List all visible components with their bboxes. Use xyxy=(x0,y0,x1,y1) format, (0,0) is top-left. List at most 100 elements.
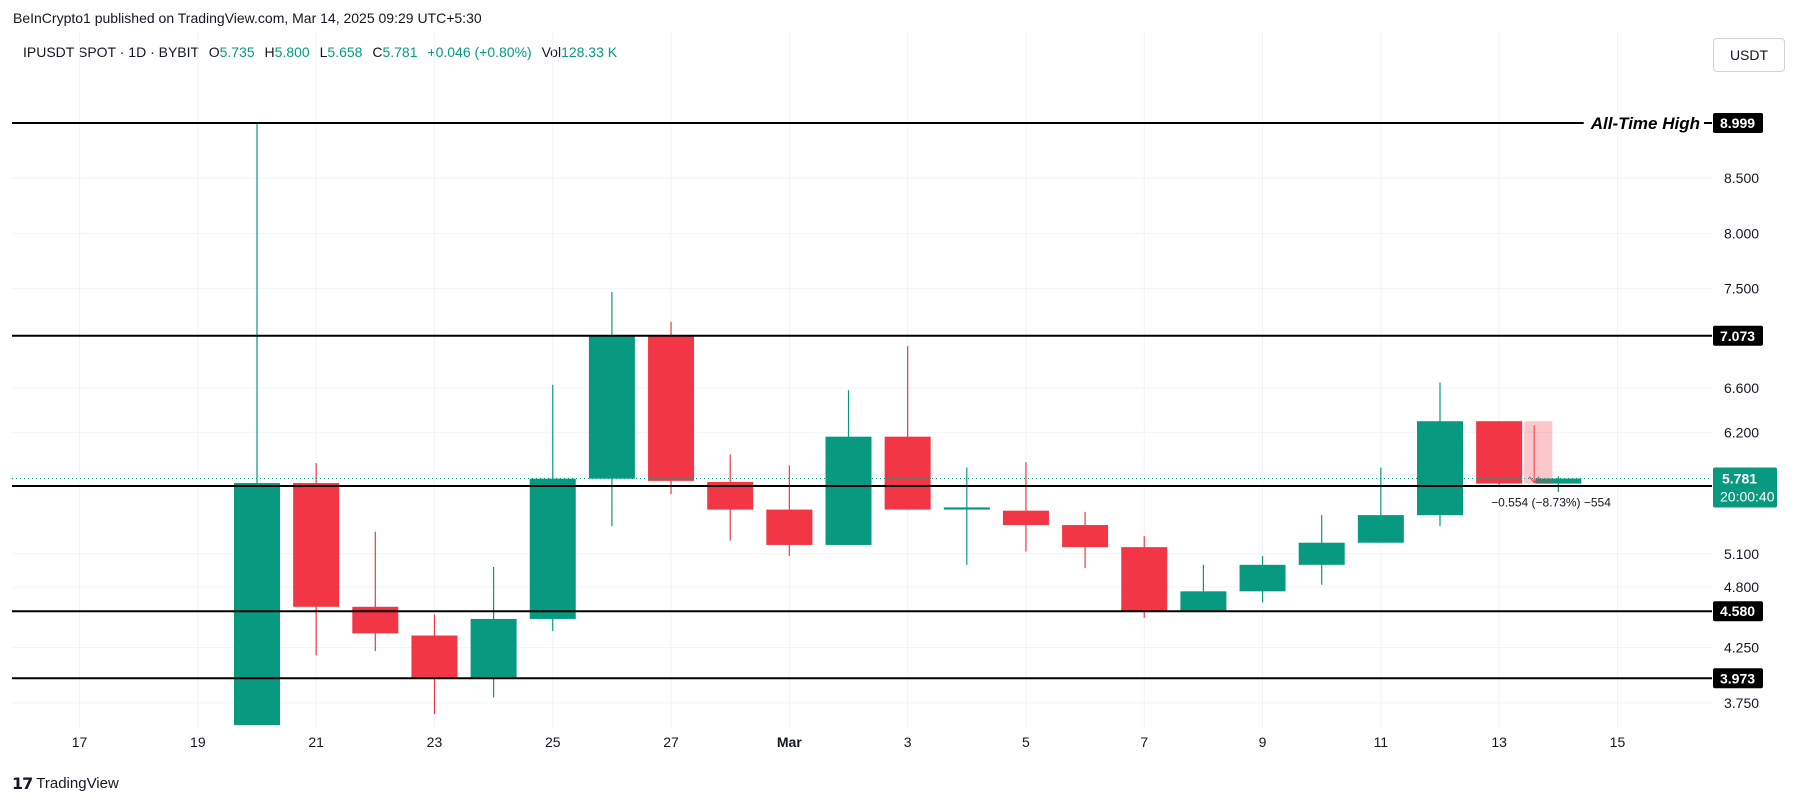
candle-body xyxy=(766,509,813,545)
candle xyxy=(943,467,990,565)
candle-body xyxy=(1535,478,1582,484)
open-label: O xyxy=(208,44,220,60)
tradingview-logo-text: TradingView xyxy=(36,774,119,792)
currency-button[interactable]: USDT xyxy=(1713,38,1785,72)
candle xyxy=(1476,421,1523,486)
candle xyxy=(1121,536,1168,618)
candle xyxy=(1239,555,1286,603)
x-tick-label: 9 xyxy=(1259,734,1267,750)
candle-body xyxy=(1298,542,1345,565)
candle xyxy=(352,531,399,651)
overlay-layer: −0.554 (−8.73%) −554 5.781 20:00:40 xyxy=(12,421,1777,510)
candle-body xyxy=(1062,525,1109,548)
y-tick-label: 5.100 xyxy=(1724,546,1759,562)
candle xyxy=(470,567,517,698)
measure-box xyxy=(1524,421,1553,484)
x-tick-label: 15 xyxy=(1610,734,1626,750)
x-tick-label: Mar xyxy=(777,734,802,750)
y-tick-label: 8.500 xyxy=(1724,170,1759,186)
candle-body xyxy=(1180,591,1227,612)
ath-annotation-bg xyxy=(1583,113,1704,135)
candle xyxy=(1535,476,1582,493)
x-tick-label: 21 xyxy=(308,734,324,750)
candle xyxy=(1002,462,1049,552)
candle-body xyxy=(1417,421,1463,516)
volume-value: 128.33 K xyxy=(561,44,618,60)
level-badge xyxy=(1713,325,1763,346)
candle-body xyxy=(470,618,517,679)
measure-arrow-head-icon xyxy=(1528,476,1540,484)
y-tick-label: 4.800 xyxy=(1724,579,1759,595)
level-label: 7.073 xyxy=(1720,328,1755,344)
price-axis: 3.750 4.250 4.800 5.100 6.200 6.600 7.500 8.000… xyxy=(1724,170,1759,711)
x-tick-label: 17 xyxy=(72,734,88,750)
candle xyxy=(234,123,280,725)
level-badge xyxy=(1713,113,1763,134)
high-label: H xyxy=(264,44,275,60)
high-value: 5.800 xyxy=(274,44,310,60)
tradingview-logo-icon: 17 xyxy=(12,773,33,793)
ath-annotation: All-Time High xyxy=(1590,114,1700,133)
x-tick-label: 7 xyxy=(1140,734,1148,750)
x-tick-label: 25 xyxy=(545,734,561,750)
low-label: L xyxy=(319,44,328,60)
x-tick-label: 3 xyxy=(904,734,912,750)
candle-body xyxy=(1121,547,1168,612)
candle xyxy=(1180,564,1227,612)
candles-layer xyxy=(234,123,1582,725)
x-tick-label: 27 xyxy=(663,734,679,750)
candle xyxy=(1298,515,1345,585)
candle-body xyxy=(588,336,635,479)
candle xyxy=(1417,382,1463,527)
candle xyxy=(648,321,695,495)
candle-body xyxy=(648,336,695,481)
candle-body xyxy=(1002,510,1049,526)
candle-body xyxy=(884,436,931,510)
candle-body xyxy=(1239,564,1286,592)
candle-body xyxy=(411,635,458,679)
candle-body xyxy=(234,483,280,725)
publisher-info: BeInCrypto1 published on TradingView.com… xyxy=(13,10,482,26)
candle xyxy=(1357,467,1404,543)
candle xyxy=(825,390,872,545)
candle-body xyxy=(943,507,990,510)
level-badge xyxy=(1713,668,1763,689)
tradingview-logo[interactable]: 17 TradingView xyxy=(12,772,119,794)
level-label: 4.580 xyxy=(1720,603,1755,619)
candle xyxy=(707,454,754,541)
candle xyxy=(293,463,340,656)
close-label: C xyxy=(372,44,383,60)
current-price-badge xyxy=(1713,467,1777,508)
symbol-legend: IPUSDT SPOT · 1D · BYBIT O5.735 H5.800 L… xyxy=(23,44,617,60)
candle-body xyxy=(1476,421,1523,484)
candle-body xyxy=(825,436,872,545)
close-value: 5.781 xyxy=(382,44,418,60)
x-tick-label: 19 xyxy=(190,734,206,750)
time-axis: 17 19 21 23 25 27 Mar 3 5 7 9 11 13 15 xyxy=(72,734,1626,750)
y-tick-label: 6.600 xyxy=(1724,380,1759,396)
candle xyxy=(884,346,931,510)
open-value: 5.735 xyxy=(219,44,255,60)
candle xyxy=(529,384,576,632)
volume-label: Vol xyxy=(541,44,562,60)
countdown-label: 20:00:40 xyxy=(1720,489,1775,505)
x-tick-label: 5 xyxy=(1022,734,1030,750)
y-tick-label: 4.250 xyxy=(1724,640,1759,656)
candle xyxy=(766,465,813,556)
level-label: 8.999 xyxy=(1720,115,1755,131)
x-tick-label: 13 xyxy=(1491,734,1507,750)
measure-label: −0.554 (−8.73%) −554 xyxy=(1491,496,1611,510)
low-value: 5.658 xyxy=(327,44,363,60)
symbol-title[interactable]: IPUSDT SPOT · 1D · BYBIT xyxy=(23,44,199,60)
candle-body xyxy=(293,483,340,607)
y-tick-label: 7.500 xyxy=(1724,281,1759,297)
x-tick-label: 11 xyxy=(1374,734,1389,750)
y-tick-label: 8.000 xyxy=(1724,225,1759,241)
change-value: +0.046 (+0.80%) xyxy=(427,44,532,60)
x-tick-label: 23 xyxy=(427,734,443,750)
current-price-label: 5.781 xyxy=(1722,471,1757,487)
y-tick-label: 6.200 xyxy=(1724,424,1759,440)
level-label: 3.973 xyxy=(1720,670,1755,686)
candle-body xyxy=(1357,515,1404,543)
